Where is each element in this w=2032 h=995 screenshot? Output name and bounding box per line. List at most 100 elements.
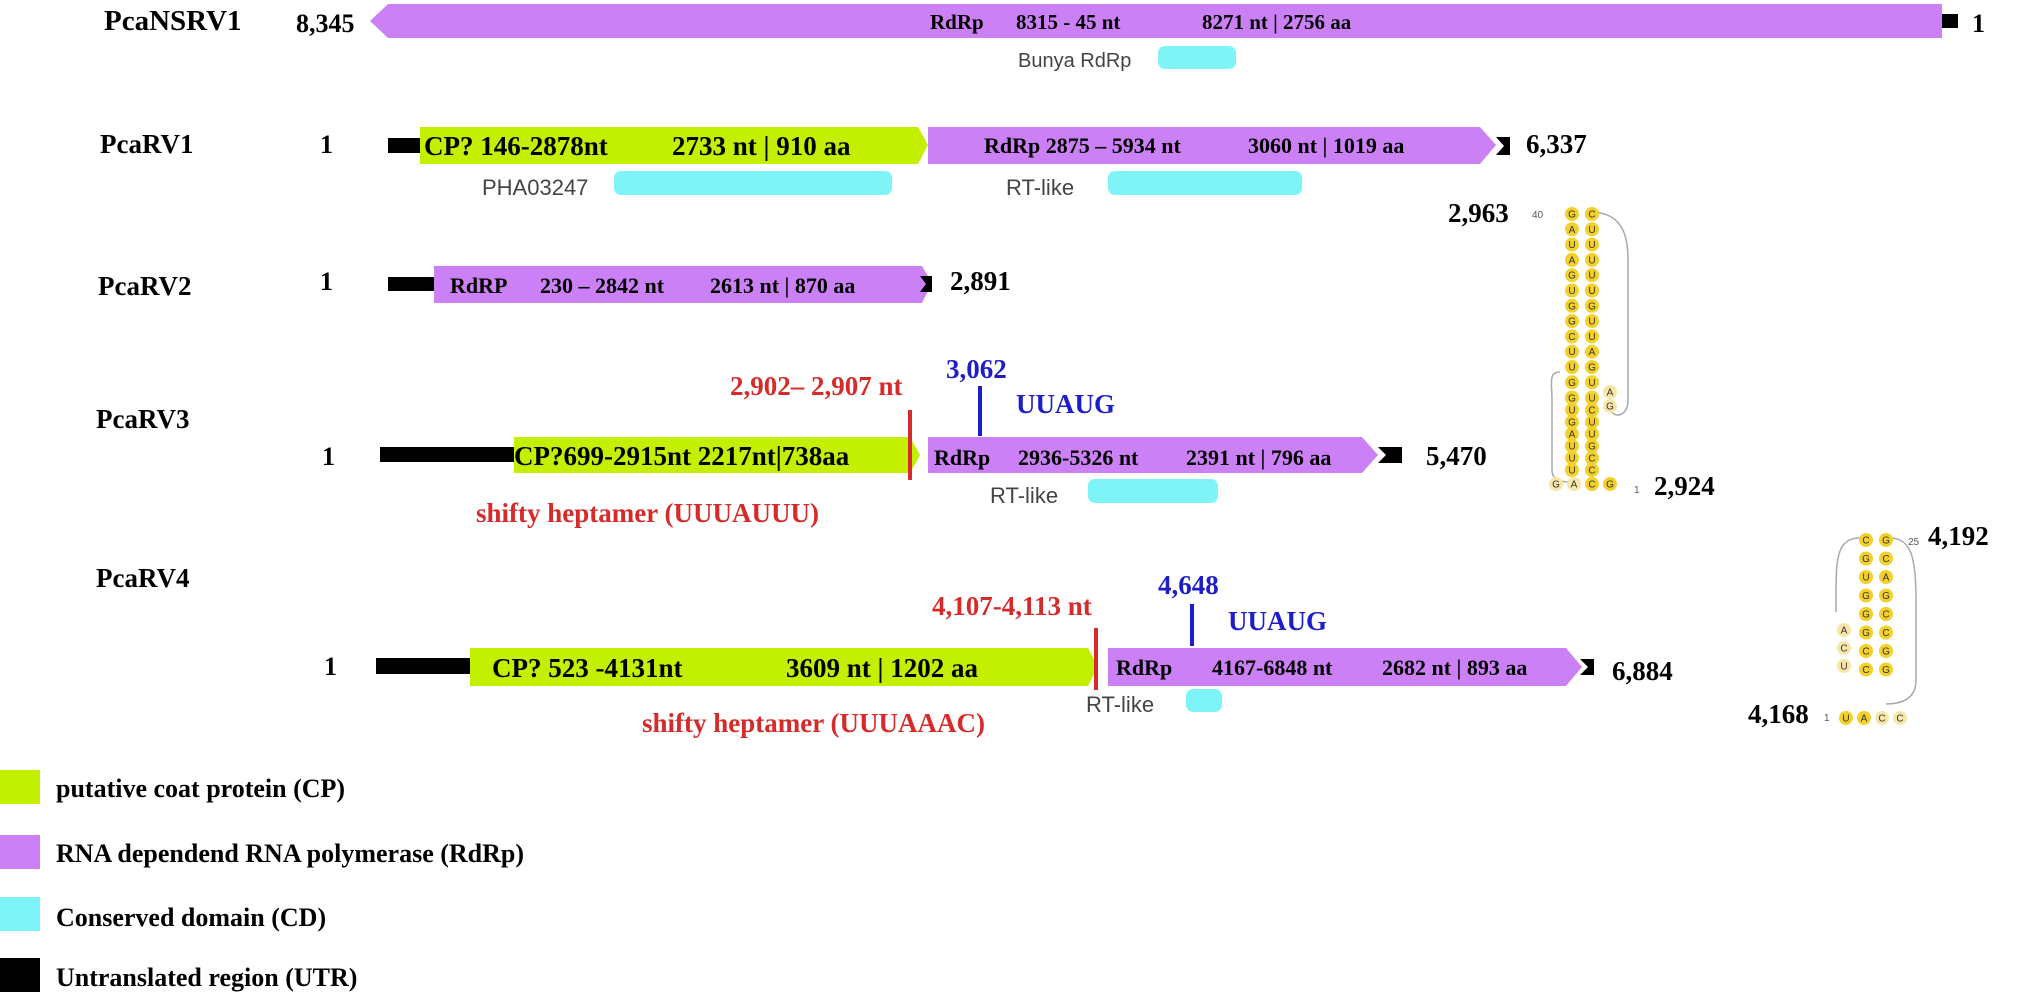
nucleotide-dot: [1859, 570, 1873, 584]
nucleotide-letter: U: [1588, 240, 1595, 251]
nucleotide-dot: [1565, 451, 1579, 465]
nucleotide-dot: [1585, 222, 1599, 237]
nucleotide-letter: G: [1568, 317, 1576, 328]
nucleotide-dot: [1839, 711, 1853, 725]
nucleotide-dot: [1585, 375, 1599, 390]
genome-end-label: 5,470: [1426, 441, 1487, 471]
structure-bottom-label: 2,924: [1654, 471, 1715, 501]
nucleotide-dot: [1859, 607, 1873, 621]
genome-end-label: 6,337: [1526, 129, 1587, 159]
legend-label: putative coat protein (CP): [56, 774, 345, 803]
nucleotide-letter: U: [1568, 347, 1575, 358]
nucleotide-letter: U: [1588, 255, 1595, 266]
nucleotide-dot: [1585, 283, 1599, 298]
nucleotide-dot: [1585, 427, 1599, 441]
nucleotide-dot: [1585, 391, 1599, 405]
nucleotide-dot: [1879, 607, 1893, 621]
nucleotide-letter: G: [1568, 418, 1576, 429]
nucleotide-letter: A: [1841, 626, 1848, 637]
nucleotide-dot: [1585, 314, 1599, 329]
nucleotide-letter: A: [1569, 255, 1576, 266]
utr-right: [1942, 14, 1958, 28]
nucleotide-dot: [1585, 237, 1599, 252]
orf-label-part: RdRp: [1116, 655, 1172, 680]
nucleotide-dot: [1859, 533, 1873, 547]
nucleotide-letter: G: [1588, 363, 1596, 374]
nucleotide-letter: G: [1552, 480, 1560, 491]
conserved-domain: [1186, 689, 1222, 712]
genome-end-label: 2,891: [950, 266, 1011, 296]
shifty-position-label: 2,902– 2,907 nt: [730, 371, 903, 401]
orf-label-part: 230 – 2842 nt: [540, 273, 665, 298]
orf-label-part: 2391 nt | 796 aa: [1186, 445, 1331, 470]
cp-orf: [470, 648, 1098, 686]
nucleotide-dot: [1603, 399, 1617, 413]
orf-label-part: 3609 nt | 1202 aa: [786, 653, 978, 683]
orf-label-part: 8315 - 45 nt: [1016, 10, 1120, 34]
conserved-domain: [1108, 171, 1302, 195]
nucleotide-letter: G: [1568, 271, 1576, 282]
nucleotide-dot: [1565, 439, 1579, 453]
nucleotide-dot: [1837, 623, 1851, 637]
orf-label-part: 8271 nt | 2756 aa: [1202, 10, 1352, 34]
legend-label: Conserved domain (CD): [56, 903, 326, 932]
nucleotide-dot: [1565, 329, 1579, 344]
orf-label-part: RdRp: [934, 445, 990, 470]
nucleotide-letter: U: [1568, 466, 1575, 477]
nucleotide-dot: [1565, 207, 1579, 221]
stem-loop-structure-1: 2,963 2,924 40 1 GAUAGUGGCUUGUCUUUUUGUUA…: [1448, 198, 1715, 501]
nucleotide-dot: [1585, 415, 1599, 429]
nucleotide-letter: A: [1571, 480, 1578, 491]
utr-left: [376, 658, 470, 674]
conserved-domain: [614, 171, 892, 195]
nucleotide-letter: U: [1568, 442, 1575, 453]
legend-swatch-cd: [0, 897, 40, 931]
nucleotide-dot: [1585, 403, 1599, 417]
nucleotide-letter: A: [1883, 573, 1890, 584]
genome-name: PcaRV1: [100, 129, 194, 159]
domain-label: RT-like: [1086, 692, 1154, 717]
nucleotide-dot: [1585, 344, 1599, 359]
genome-end-label: 1: [1972, 9, 1985, 38]
nucleotide-dot: [1565, 314, 1579, 329]
nucleotide-letter: G: [1862, 591, 1870, 602]
uuaug-label: UUAUG: [1016, 389, 1115, 419]
nucleotide-letter: U: [1588, 225, 1595, 236]
nucleotide-dot: [1837, 659, 1851, 673]
cp-orf: [420, 127, 928, 164]
domain-label: Bunya RdRp: [1018, 50, 1131, 72]
nucleotide-letter: G: [1588, 442, 1596, 453]
nucleotide-dot: [1879, 662, 1893, 677]
genome-pcansrv1: PcaNSRV1 8,345 RdRp 8315 - 45 nt 8271 nt…: [104, 4, 1985, 72]
nucleotide-letter: A: [1569, 430, 1576, 441]
nucleotide-dot: [1565, 252, 1579, 267]
nucleotide-letter: U: [1588, 317, 1595, 328]
nucleotide-dot: [1565, 427, 1579, 441]
orf-label-part: RdRp 2875 – 5934 nt: [984, 133, 1181, 158]
nucleotide-letter: C: [1878, 714, 1885, 725]
nucleotide-letter: C: [1588, 466, 1595, 477]
nucleotide-letter: G: [1568, 210, 1576, 221]
nucleotide-letter: U: [1568, 240, 1575, 251]
nucleotide-dot: [1565, 283, 1579, 298]
conserved-domain: [1158, 46, 1236, 69]
utr-right: [1378, 447, 1402, 463]
legend-swatch-utr: [0, 958, 40, 992]
utr-right: [1580, 659, 1594, 675]
nucleotide-letter: C: [1882, 628, 1889, 639]
legend: putative coat protein (CP) RNA dependend…: [0, 770, 524, 992]
nucleotide-letter: U: [1588, 271, 1595, 282]
nucleotide-dot: [1565, 360, 1579, 374]
structure-bottom-label: 4,168: [1748, 699, 1809, 729]
nucleotide-dot: [1565, 375, 1579, 390]
nucleotide-letter: A: [1861, 714, 1868, 725]
genome-start-label: 1: [322, 442, 335, 471]
legend-swatch-cp: [0, 770, 40, 804]
genome-start-label: 8,345: [296, 9, 355, 38]
nucleotide-letter: G: [1568, 301, 1576, 312]
nucleotide-letter: G: [1568, 394, 1576, 405]
cp-orf: [514, 437, 920, 473]
nucleotide-dot: [1565, 403, 1579, 417]
